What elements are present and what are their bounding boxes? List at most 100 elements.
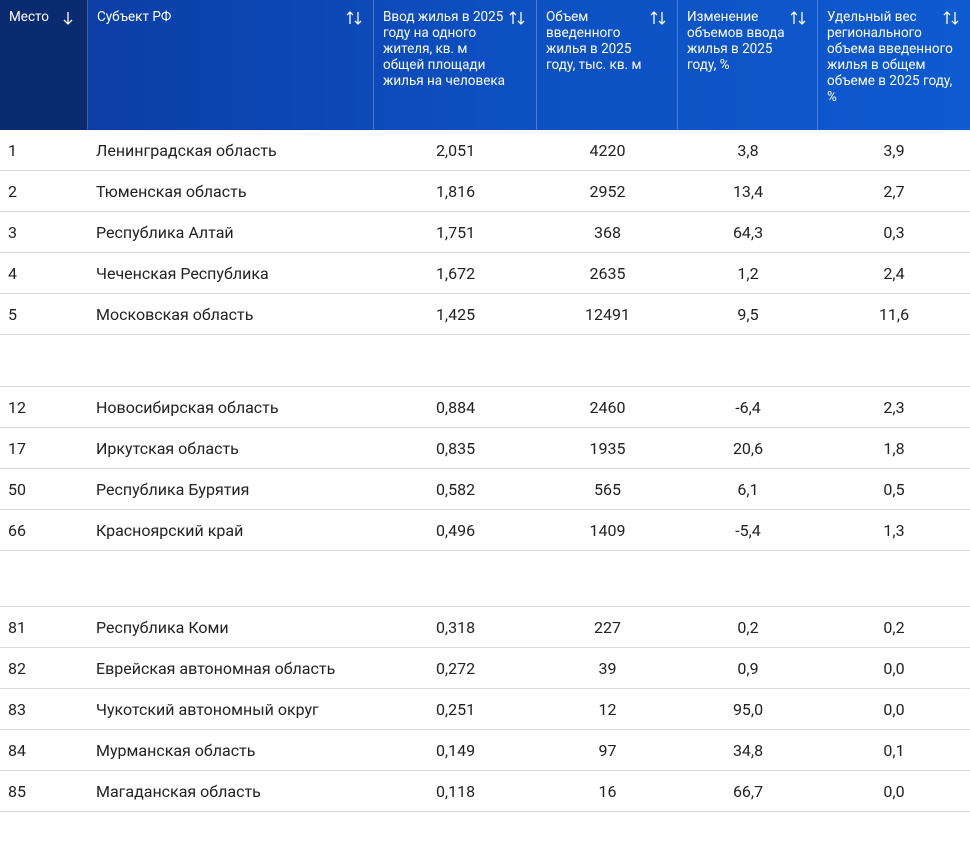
- header-label: Субъект РФ: [97, 9, 172, 25]
- table-row: 2 Тюменская область 1,816 2952 13,4 2,7: [0, 171, 970, 212]
- header-label: Изменение объемов ввода жилья в 2025 год…: [687, 9, 785, 73]
- sort-button[interactable]: [345, 10, 363, 26]
- value-cell: 0,582: [435, 479, 476, 499]
- table-row: 66 Красноярский край 0,496 1409 -5,4 1,3: [0, 510, 970, 551]
- value-cell: -5,4: [735, 520, 761, 540]
- value-cell: 0,0: [883, 658, 905, 678]
- sort-button[interactable]: [942, 10, 960, 26]
- sort-button[interactable]: [508, 10, 526, 26]
- value-cell: 1,751: [435, 222, 476, 242]
- value-cell: 6,1: [737, 479, 759, 499]
- table-row: 12 Новосибирская область 0,884 2460 -6,4 2,3: [0, 386, 970, 428]
- value-cell: 2952: [589, 181, 626, 201]
- region-cell: Мурманская область: [96, 740, 256, 760]
- value-cell: 12: [598, 699, 617, 719]
- value-cell: 0,0: [883, 699, 905, 719]
- sort-button[interactable]: [649, 10, 667, 26]
- rank-cell: 4: [8, 263, 17, 283]
- value-cell: 9,5: [737, 304, 759, 324]
- region-cell: Республика Алтай: [96, 222, 234, 242]
- header-label: Место: [9, 9, 49, 25]
- header-label: Удельный вес регионального объема введен…: [827, 9, 953, 105]
- value-cell: 0,251: [435, 699, 476, 719]
- value-cell: 2,051: [435, 140, 476, 160]
- table-row: 1 Ленинградская область 2,051 4220 3,8 3,9: [0, 130, 970, 171]
- table-header: Место Субъект РФ Ввод жилья в 2025 году на…: [0, 0, 970, 130]
- rank-cell: 50: [8, 479, 26, 499]
- value-cell: 0,9: [737, 658, 759, 678]
- value-cell: 11,6: [878, 304, 910, 324]
- rank-cell: 81: [8, 617, 26, 637]
- value-cell: 368: [594, 222, 621, 242]
- value-cell: 2460: [589, 397, 626, 417]
- value-cell: -6,4: [735, 397, 761, 417]
- region-cell: Красноярский край: [96, 520, 244, 540]
- value-cell: 1,3: [883, 520, 905, 540]
- table-row: 17 Иркутская область 0,835 1935 20,6 1,8: [0, 428, 970, 469]
- rank-cell: 84: [8, 740, 26, 760]
- header-cell[interactable]: Место: [0, 0, 88, 130]
- sort-button[interactable]: [59, 10, 77, 26]
- value-cell: 2,7: [883, 181, 905, 201]
- region-cell: Ленинградская область: [96, 140, 277, 160]
- table-row: 83 Чукотский автономный округ 0,251 12 95,0 0…: [0, 689, 970, 730]
- table-row: 81 Республика Коми 0,318 227 0,2 0,2: [0, 606, 970, 648]
- rank-cell: 1: [8, 140, 17, 160]
- value-cell: 0,2: [883, 617, 905, 637]
- header-cell[interactable]: Ввод жилья в 2025 году на одного жителя,…: [374, 0, 537, 130]
- value-cell: 565: [594, 479, 621, 499]
- rank-cell: 85: [8, 781, 26, 801]
- value-cell: 95,0: [732, 699, 764, 719]
- region-cell: Республика Коми: [96, 617, 229, 637]
- value-cell: 0,1: [883, 740, 905, 760]
- header-label: Объем введенного жилья в 2025 году, тыс.…: [546, 9, 642, 73]
- header-cell[interactable]: Изменение объемов ввода жилья в 2025 год…: [678, 0, 818, 130]
- value-cell: 227: [594, 617, 621, 637]
- table-row: 5 Московская область 1,425 12491 9,5 11,6: [0, 294, 970, 335]
- table-row: 3 Республика Алтай 1,751 368 64,3 0,3: [0, 212, 970, 253]
- value-cell: 2,3: [883, 397, 905, 417]
- value-cell: 1,2: [737, 263, 759, 283]
- table-row: 50 Республика Бурятия 0,582 565 6,1 0,5: [0, 469, 970, 510]
- value-cell: 0,118: [435, 781, 476, 801]
- value-cell: 64,3: [732, 222, 764, 242]
- region-cell: Чеченская Республика: [96, 263, 269, 283]
- region-cell: Республика Бурятия: [96, 479, 250, 499]
- table-row: 85 Магаданская область 0,118 16 66,7 0,0: [0, 771, 970, 812]
- value-cell: 13,4: [732, 181, 764, 201]
- value-cell: 34,8: [732, 740, 764, 760]
- value-cell: 3,8: [737, 140, 759, 160]
- value-cell: 39: [598, 658, 617, 678]
- header-cell[interactable]: Субъект РФ: [88, 0, 374, 130]
- value-cell: 0,5: [883, 479, 905, 499]
- region-cell: Магаданская область: [96, 781, 261, 801]
- value-cell: 66,7: [732, 781, 764, 801]
- region-cell: Тюменская область: [96, 181, 247, 201]
- value-cell: 12491: [585, 304, 630, 324]
- value-cell: 1409: [589, 520, 626, 540]
- rank-cell: 83: [8, 699, 26, 719]
- value-cell: 0,3: [883, 222, 905, 242]
- rank-cell: 12: [8, 397, 26, 417]
- value-cell: 0,0: [883, 781, 905, 801]
- value-cell: 0,884: [435, 397, 476, 417]
- region-cell: Иркутская область: [96, 438, 239, 458]
- rank-cell: 5: [8, 304, 17, 324]
- header-cell[interactable]: Удельный вес регионального объема введен…: [818, 0, 970, 130]
- value-cell: 0,149: [435, 740, 476, 760]
- region-cell: Московская область: [96, 304, 254, 324]
- value-cell: 4220: [589, 140, 626, 160]
- header-label: Ввод жилья в 2025 году на одного жителя,…: [383, 9, 506, 89]
- value-cell: 0,496: [435, 520, 476, 540]
- rank-cell: 2: [8, 181, 17, 201]
- region-cell: Еврейская автономная область: [96, 658, 336, 678]
- sort-button[interactable]: [789, 10, 807, 26]
- value-cell: 3,9: [883, 140, 905, 160]
- value-cell: 2635: [589, 263, 626, 283]
- header-cell[interactable]: Объем введенного жилья в 2025 году, тыс.…: [537, 0, 678, 130]
- value-cell: 2,4: [883, 263, 905, 283]
- value-cell: 97: [598, 740, 617, 760]
- region-cell: Новосибирская область: [96, 397, 279, 417]
- rank-cell: 82: [8, 658, 26, 678]
